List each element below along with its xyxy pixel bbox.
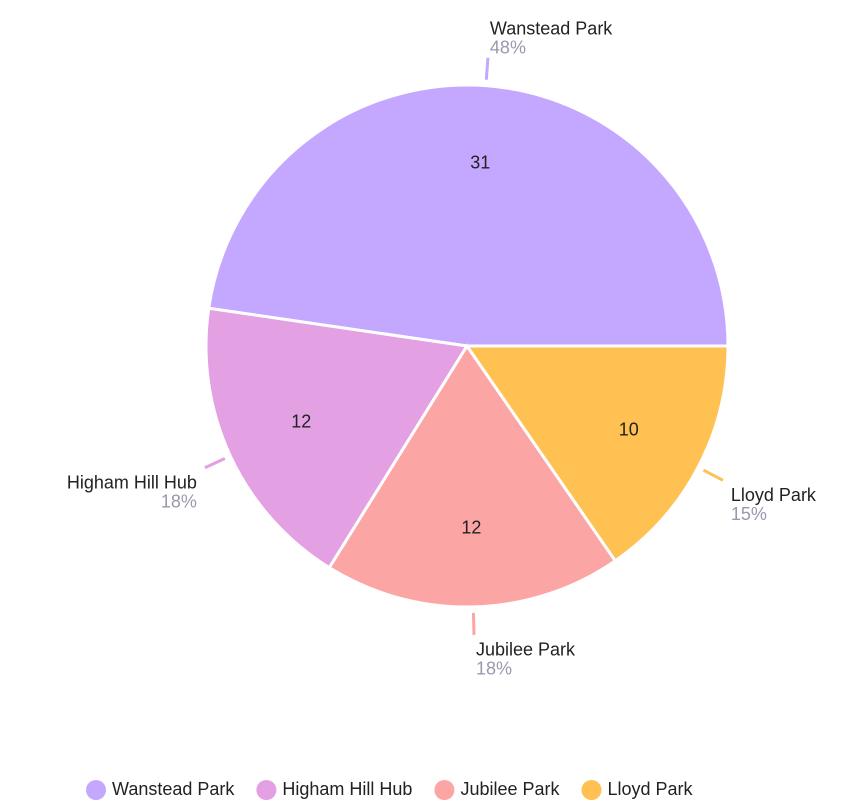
slice-percent: 48% [490,38,526,58]
slice-label: Jubilee Park [476,640,576,660]
legend-swatch [434,780,455,800]
legend-label: Lloyd Park [608,779,694,799]
leader-line [204,457,226,470]
pie-slice [327,343,618,609]
leader-line [471,612,476,635]
pie-slice [464,344,730,563]
pie-slice [207,83,730,348]
slice-percent: 15% [731,504,767,524]
legend-item: Wanstead Park [86,779,235,800]
legend-label: Higham Hill Hub [282,779,412,799]
legend-swatch [581,780,602,800]
slice-value: 10 [619,420,639,440]
slice-value: 31 [470,153,490,173]
slice-label: Lloyd Park [731,485,817,505]
slice-percent: 18% [476,659,512,679]
leader-line [702,468,724,482]
slice-percent: 18% [161,492,197,512]
slice-value: 12 [291,412,311,432]
legend-label: Wanstead Park [112,779,235,799]
legend-swatch [86,780,106,800]
legend-item: Jubilee Park [434,779,560,800]
slice-value: 12 [461,517,481,537]
legend-item: Higham Hill Hub [256,779,412,800]
slice-label: Higham Hill Hub [67,473,197,493]
pie-slice [204,306,470,570]
legend-swatch [256,780,277,800]
leader-line [484,57,490,80]
legend-item: Lloyd Park [581,779,694,800]
slice-label: Wanstead Park [490,19,613,39]
legend-label: Jubilee Park [460,779,560,799]
